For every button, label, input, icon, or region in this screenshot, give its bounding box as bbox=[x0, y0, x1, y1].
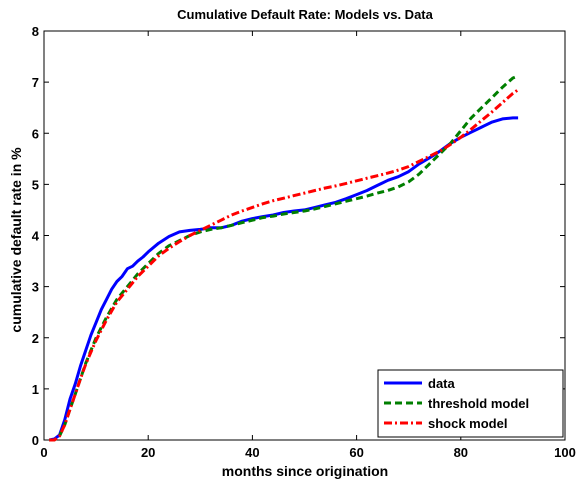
y-tick-label: 5 bbox=[32, 177, 39, 192]
y-tick-label: 7 bbox=[32, 75, 39, 90]
x-axis-label: months since origination bbox=[222, 463, 388, 479]
y-tick-label: 3 bbox=[32, 280, 39, 295]
legend: data threshold model shock model bbox=[377, 369, 564, 438]
x-tick-label: 20 bbox=[141, 445, 155, 460]
chart-title: Cumulative Default Rate: Models vs. Data bbox=[177, 7, 433, 22]
x-tick-label: 80 bbox=[454, 445, 468, 460]
series-line-threshold-model bbox=[49, 74, 519, 442]
axis-ticks: 0 20 40 60 80 100 0 1 2 3 4 5 6 7 8 bbox=[32, 24, 576, 460]
x-tick-label: 60 bbox=[349, 445, 363, 460]
x-tick-label: 100 bbox=[554, 445, 576, 460]
y-tick-label: 2 bbox=[32, 331, 39, 346]
series-line-shock-model bbox=[49, 88, 519, 442]
y-axis-label: cumulative default rate in % bbox=[8, 147, 24, 333]
y-tick-label: 6 bbox=[32, 126, 39, 141]
legend-label: data bbox=[428, 376, 456, 391]
legend-label: shock model bbox=[428, 416, 507, 431]
y-tick-label: 0 bbox=[32, 433, 39, 448]
x-tick-label: 40 bbox=[245, 445, 259, 460]
x-tick-label: 0 bbox=[40, 445, 47, 460]
y-tick-label: 8 bbox=[32, 24, 39, 39]
y-tick-label: 4 bbox=[32, 229, 40, 244]
series-lines bbox=[48, 74, 519, 442]
legend-label: threshold model bbox=[428, 396, 529, 411]
y-tick-label: 1 bbox=[32, 382, 39, 397]
